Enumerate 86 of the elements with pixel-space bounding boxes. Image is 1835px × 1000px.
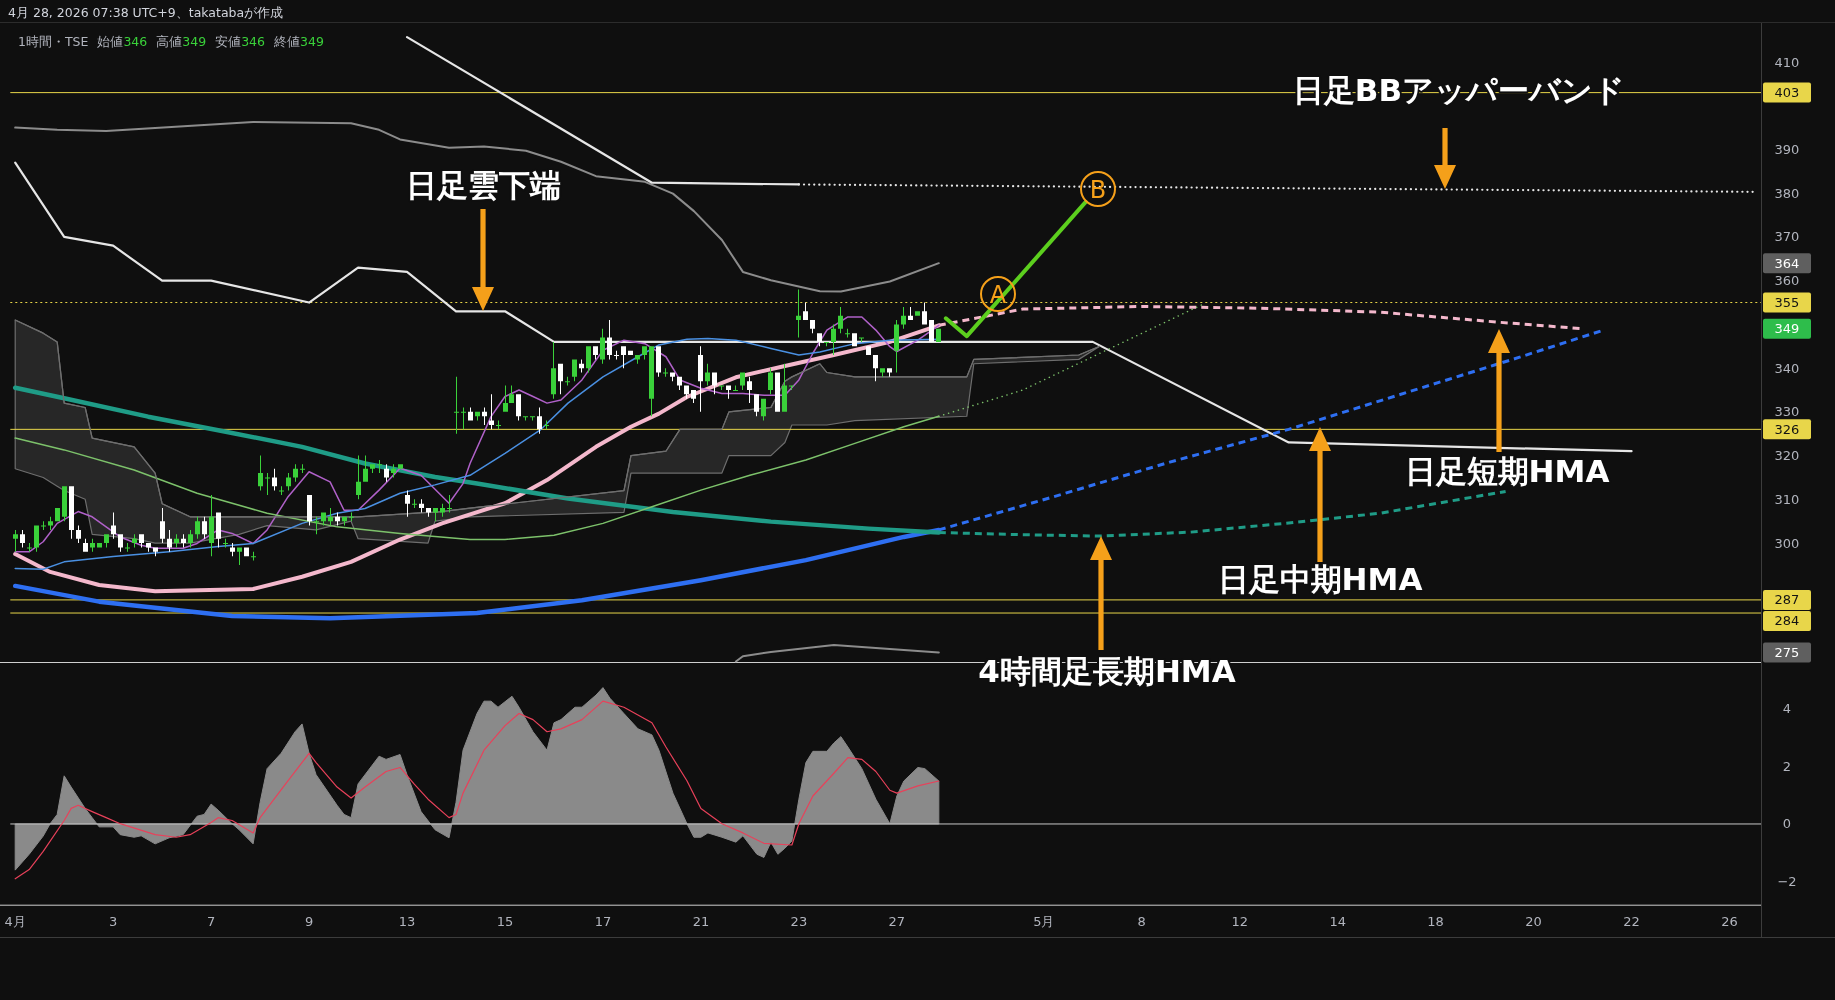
- annotation: 日足中期HMA: [1217, 561, 1423, 597]
- candlestick: [887, 368, 892, 377]
- y-tick-label: 390: [1774, 141, 1800, 157]
- candlestick: [48, 516, 53, 530]
- candlestick: [733, 385, 738, 391]
- candlestick: [412, 499, 417, 509]
- candlestick: [27, 543, 32, 552]
- y-tick-label: 330: [1774, 404, 1800, 420]
- x-tick-label: 4月: [4, 914, 26, 930]
- y-tick-label: 310: [1774, 491, 1800, 507]
- candlestick: [314, 516, 319, 535]
- candlestick: [880, 368, 885, 377]
- candlestick: [796, 289, 801, 338]
- y-tick-label: 2: [1782, 758, 1792, 774]
- candlestick: [447, 494, 452, 513]
- annotation: 高値349: [156, 33, 207, 49]
- annotation: 終値349: [273, 33, 324, 49]
- annotation: 始値346: [97, 33, 148, 49]
- text: 364: [1774, 255, 1800, 271]
- candlestick: [300, 464, 305, 474]
- ref-line-label: 284: [1774, 613, 1800, 629]
- candlestick: [153, 547, 158, 557]
- candlestick: [237, 547, 242, 565]
- candlestick: [349, 512, 354, 522]
- x-tick-label: 23: [790, 914, 808, 930]
- candlestick: [251, 551, 256, 561]
- ref-line-label: 355: [1774, 295, 1800, 311]
- candlestick: [523, 416, 528, 421]
- y-tick-label: 320: [1774, 448, 1800, 464]
- annotation: 4時間足長期HMA: [978, 653, 1236, 689]
- line-series: [734, 643, 940, 663]
- candlestick: [370, 464, 375, 474]
- y-tick-label: 0: [1782, 816, 1792, 832]
- annotation: 日足雲下端: [405, 167, 561, 203]
- line-series: [14, 161, 1633, 453]
- candlestick: [377, 459, 382, 474]
- y-tick-label: 300: [1774, 535, 1800, 551]
- ref-line-label: 326: [1774, 421, 1800, 437]
- line-series: [14, 316, 940, 553]
- candlestick: [663, 368, 668, 377]
- y-tick-label: −2: [1777, 874, 1797, 890]
- text: 1時間・TSE: [18, 33, 89, 49]
- text: 4月 28, 2026 07:38 UTC+9、takatabaが作成: [8, 4, 284, 20]
- x-tick-label: 14: [1329, 914, 1346, 930]
- annotation: B: [1089, 176, 1107, 204]
- text: 349: [1774, 321, 1800, 337]
- x-tick-label: 22: [1623, 914, 1640, 930]
- x-tick-label: 9: [304, 914, 314, 930]
- y-tick-label: 4: [1782, 701, 1792, 717]
- candlestick: [915, 311, 920, 316]
- candlestick: [845, 328, 850, 338]
- annotation: 安値346: [215, 33, 266, 49]
- text: 275: [1774, 644, 1800, 660]
- candlestick: [398, 464, 403, 469]
- candlestick: [279, 486, 284, 495]
- candlestick: [41, 521, 46, 530]
- candlestick: [454, 376, 459, 434]
- y-tick-label: 380: [1774, 185, 1800, 201]
- candlestick: [13, 529, 18, 552]
- x-tick-label: 5月: [1033, 914, 1055, 930]
- y-tick-label: 360: [1774, 273, 1800, 289]
- x-tick-label: 20: [1525, 914, 1542, 930]
- x-tick-label: 26: [1721, 914, 1738, 930]
- candlestick: [530, 416, 535, 421]
- candlestick: [265, 473, 270, 495]
- y-tick-label: 340: [1774, 360, 1800, 376]
- line-series: [14, 120, 940, 293]
- y-tick-label: 370: [1774, 229, 1800, 245]
- candlestick: [230, 543, 235, 557]
- x-tick-label: 3: [109, 914, 118, 930]
- candlestick: [461, 407, 466, 430]
- x-tick-label: 18: [1427, 914, 1444, 930]
- x-tick-label: 12: [1231, 914, 1248, 930]
- x-tick-label: 13: [398, 914, 416, 930]
- ref-line-label: 403: [1774, 85, 1800, 101]
- x-tick-label: 8: [1137, 914, 1146, 930]
- x-tick-label: 27: [888, 914, 906, 930]
- x-tick-label: 7: [206, 914, 216, 930]
- x-tick-label: 21: [692, 914, 710, 930]
- annotation: 日足短期HMA: [1404, 453, 1610, 489]
- candlestick: [565, 376, 570, 386]
- y-tick-label: 410: [1774, 54, 1800, 70]
- ref-line-label: 287: [1774, 592, 1800, 608]
- candlestick: [125, 543, 130, 552]
- x-tick-label: 15: [496, 914, 514, 930]
- x-tick-label: 17: [594, 914, 612, 930]
